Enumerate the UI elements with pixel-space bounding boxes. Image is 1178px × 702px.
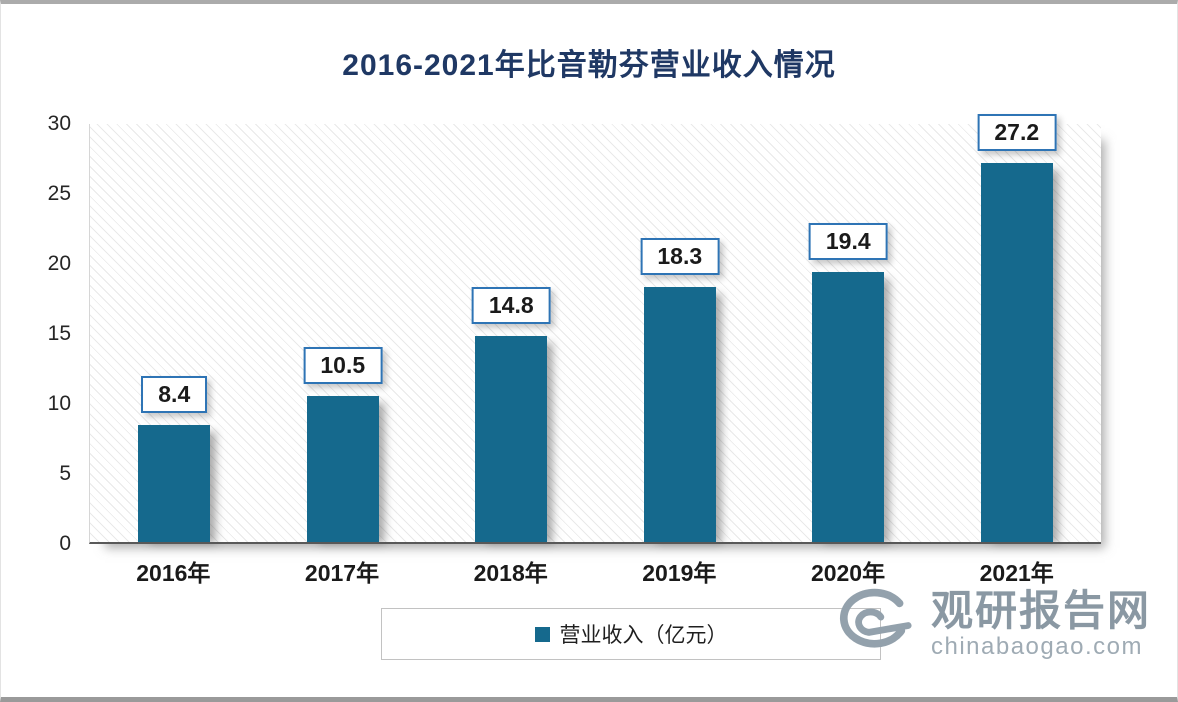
- bar-slot: 8.4: [90, 124, 259, 542]
- x-tick-label: 2021年: [979, 560, 1054, 586]
- chart-title: 2016-2021年比音勒芬营业收入情况: [342, 49, 836, 82]
- y-tick-label: 5: [59, 462, 71, 486]
- y-tick-label: 25: [47, 182, 71, 205]
- plot-wrap: 0 5 10 15 20 25 30 8.4 10.5 14.8 18.3 19.4 27.2 201…: [48, 112, 1102, 586]
- y-axis: 0 5 10 15 20 25 30: [29, 112, 85, 555]
- watermark-name: 观研报告网: [930, 587, 1151, 635]
- bar-slot: 14.8: [427, 124, 596, 542]
- watermark-url: chinabaogao.com: [930, 633, 1143, 661]
- value-label: 19.4: [808, 222, 888, 260]
- value-label: 18.3: [640, 238, 720, 276]
- bar: [475, 335, 548, 542]
- bar-slot: 19.4: [764, 124, 933, 542]
- plot-area: 8.4 10.5 14.8 18.3 19.4 27.2: [89, 114, 1102, 544]
- y-tick-label: 15: [47, 322, 71, 345]
- y-tick-label: 30: [47, 112, 71, 135]
- watermark: 观研报告网 chinabaogao.com: [831, 588, 1151, 663]
- y-tick-label: 0: [59, 532, 71, 555]
- x-tick-label: 2018年: [473, 560, 548, 586]
- x-tick-label: 2017年: [304, 560, 380, 586]
- legend-marker: [534, 626, 550, 642]
- value-label: 10.5: [303, 346, 383, 384]
- value-label: 27.2: [977, 114, 1057, 152]
- bar: [138, 424, 211, 542]
- bar: [980, 163, 1053, 542]
- legend: 营业收入（亿元）: [381, 608, 881, 660]
- y-tick-label: 10: [47, 392, 71, 416]
- bar-slot: 27.2: [933, 114, 1102, 542]
- bar: [643, 287, 716, 542]
- x-tick-label: 2016年: [136, 560, 211, 586]
- bar: [812, 271, 885, 542]
- bar-slot: 10.5: [259, 124, 428, 542]
- x-tick-label: 2019年: [642, 560, 717, 586]
- x-tick-label: 2020年: [810, 560, 886, 586]
- value-label: 8.4: [141, 375, 208, 413]
- legend-label: 营业收入（亿元）: [559, 624, 728, 647]
- bar-slot: 18.3: [596, 124, 765, 542]
- y-tick-label: 20: [47, 252, 71, 276]
- bars-layer: 8.4 10.5 14.8 18.3 19.4 27.2: [90, 114, 1102, 542]
- bar: [306, 395, 379, 542]
- x-axis: 2016年 2017年 2018年 2019年 2020年 2021年: [89, 554, 1101, 588]
- watermark-logo-icon: [831, 588, 917, 663]
- value-label: 14.8: [471, 286, 551, 324]
